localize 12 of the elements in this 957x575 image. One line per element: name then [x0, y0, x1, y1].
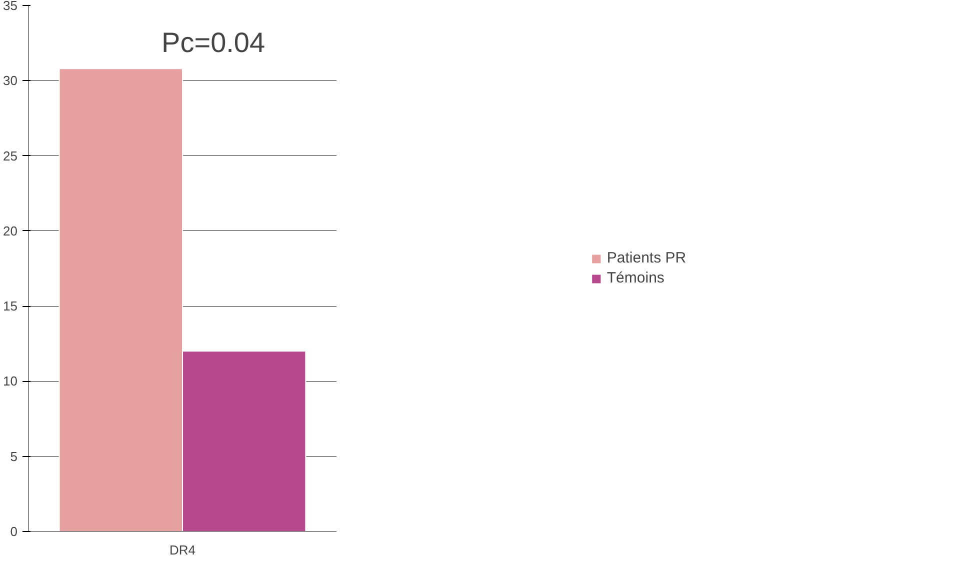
x-tick-label: DR4: [169, 542, 196, 558]
y-tick-label: 10: [3, 374, 18, 389]
y-tick-label: 25: [3, 148, 18, 164]
y-tick-label: 5: [10, 448, 18, 464]
y-tick-label: 20: [3, 223, 18, 238]
legend-label: Patients PR: [606, 250, 686, 266]
y-tick-label: 30: [3, 73, 18, 88]
y-tick-label: 0: [10, 524, 18, 539]
y-tick-label: 15: [3, 298, 18, 314]
legend-label: Témoins: [606, 270, 664, 286]
annotation: Pc=0.04: [162, 26, 266, 58]
y-tick-label: 35: [3, 0, 18, 13]
